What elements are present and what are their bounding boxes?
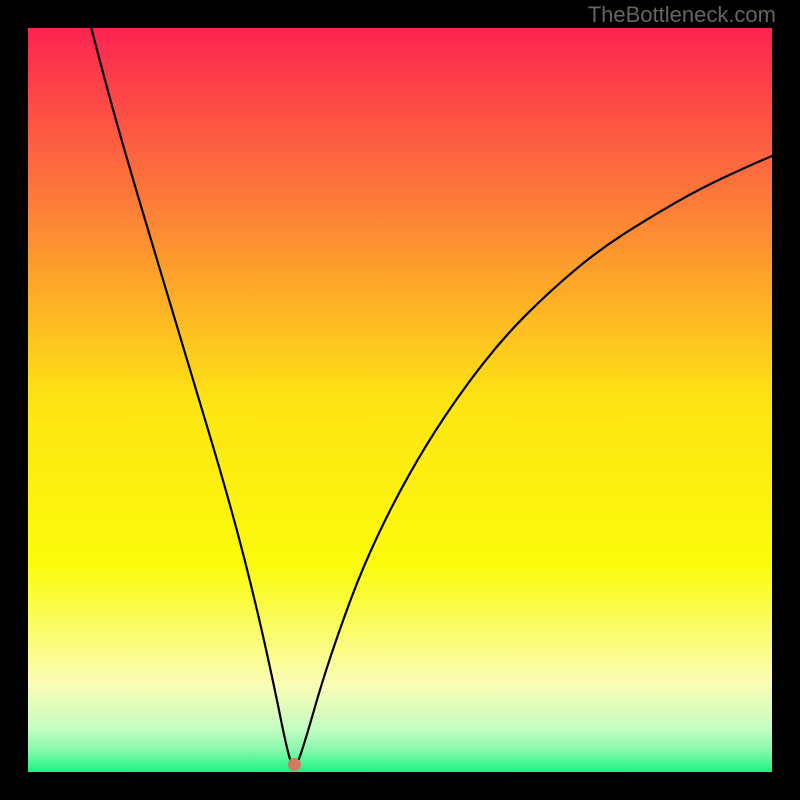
curve-overlay — [0, 0, 800, 800]
watermark-text: TheBottleneck.com — [588, 2, 776, 28]
chart-container: TheBottleneck.com — [0, 0, 800, 800]
minimum-marker — [288, 758, 301, 771]
bottleneck-curve — [91, 28, 772, 767]
